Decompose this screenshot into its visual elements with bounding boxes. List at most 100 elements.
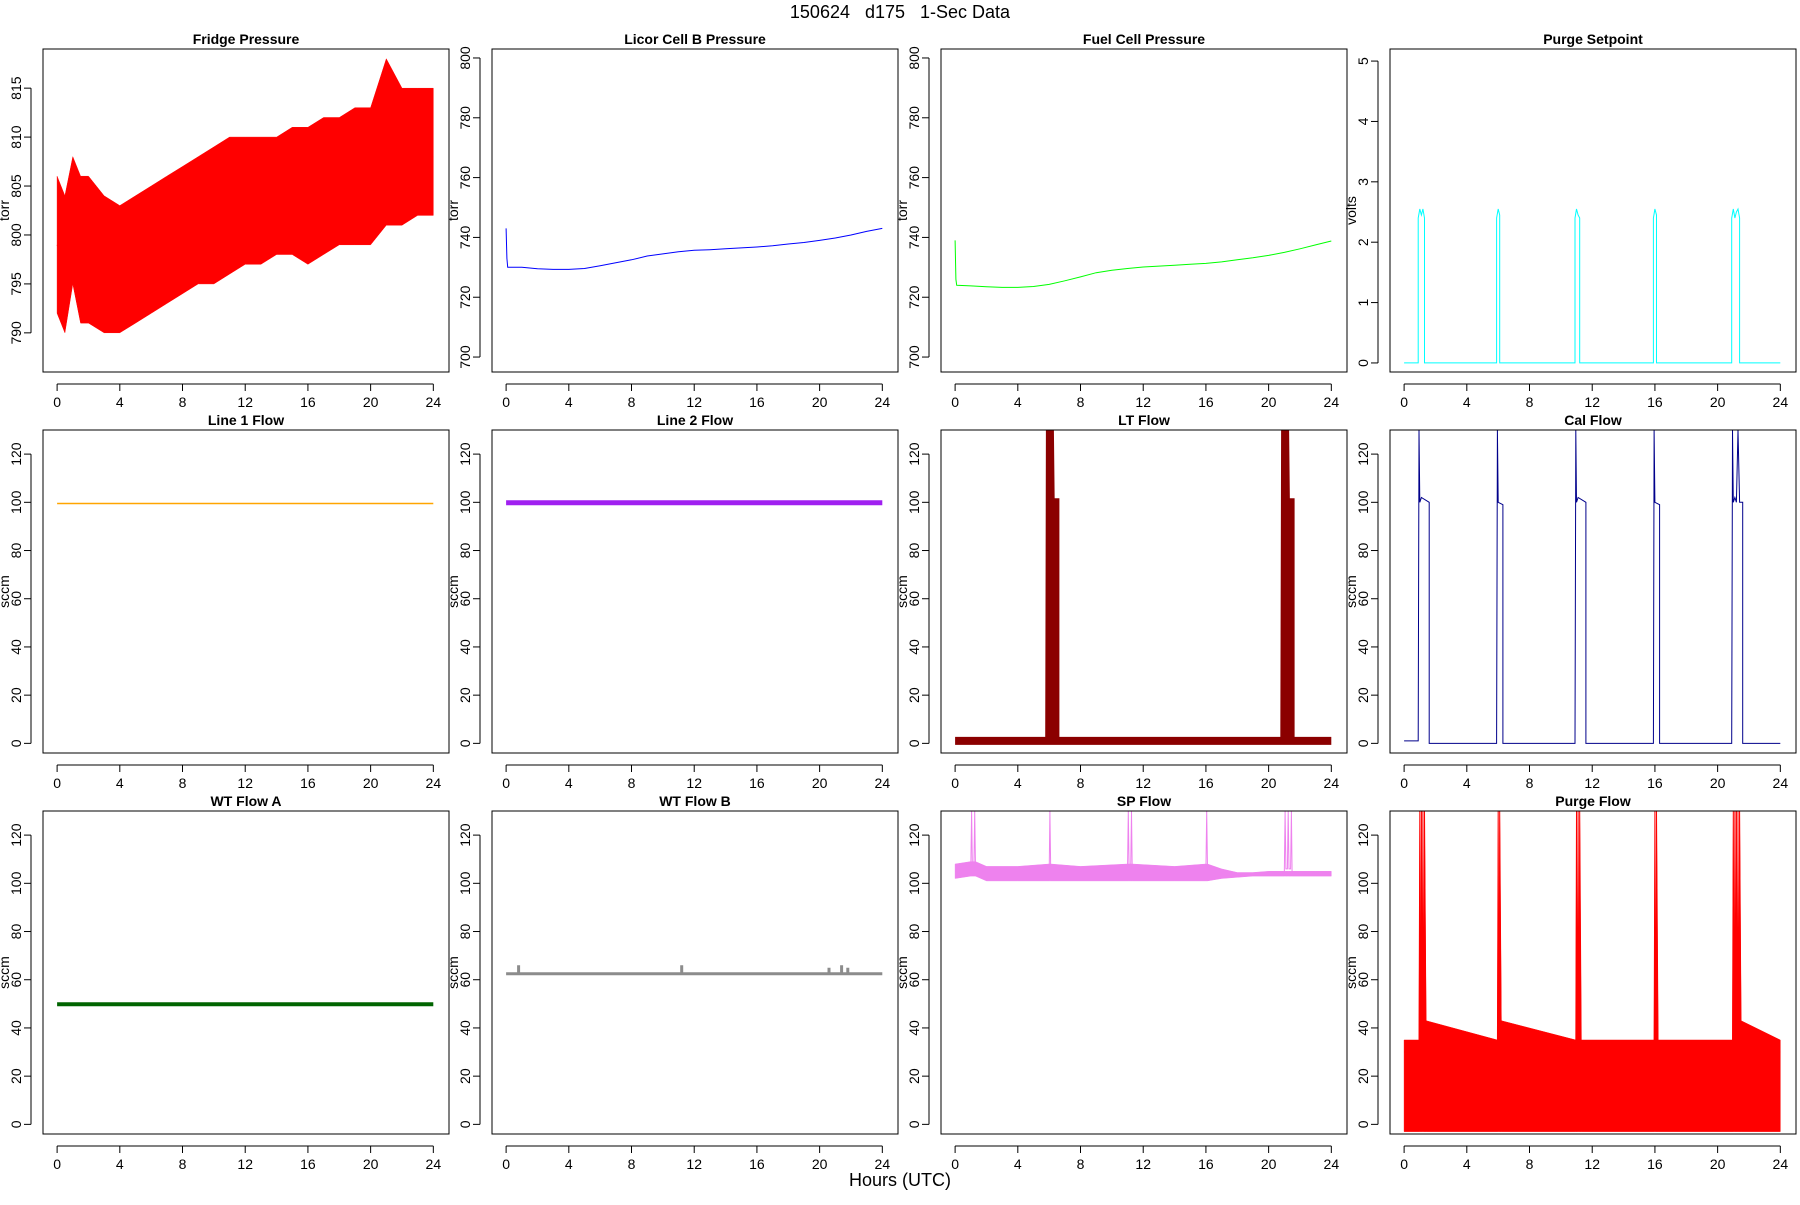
x-tick-label: 4 (1463, 1156, 1471, 1172)
y-tick-label: 60 (457, 972, 473, 988)
x-tick-label: 20 (1710, 394, 1726, 410)
plot-frame (940, 810, 1348, 1135)
y-tick-label: 1 (1355, 298, 1371, 306)
y-tick-label: 4 (1355, 117, 1371, 125)
x-tick-label: 0 (1400, 1156, 1408, 1172)
y-tick-label: 5 (1355, 57, 1371, 65)
y-tick-label: 40 (1355, 1020, 1371, 1036)
series-line (1404, 811, 1781, 1125)
x-tick-label: 20 (812, 1156, 828, 1172)
panel-title: Purge Flow (1555, 793, 1631, 809)
series-line (506, 965, 883, 976)
y-axis-label: sccm (1343, 956, 1359, 989)
plot-frame (1389, 429, 1797, 754)
series-band (56, 58, 434, 334)
plot-area (505, 227, 883, 270)
x-tick-label: 4 (116, 1156, 124, 1172)
y-tick-label: 790 (8, 321, 24, 345)
y-tick-label: 20 (457, 1068, 473, 1084)
y-tick-label: 3 (1355, 178, 1371, 186)
x-tick-label: 12 (237, 1156, 253, 1172)
x-tick-label: 16 (300, 775, 316, 791)
x-tick-label: 12 (686, 775, 702, 791)
y-tick-label: 0 (1355, 739, 1371, 747)
series-line (955, 811, 1332, 876)
x-tick-label: 20 (363, 1156, 379, 1172)
chart-panel: Fridge Pressure torr 0 4 8 12 16 20 24 790 795 800 8… (0, 31, 450, 410)
x-tick-label: 20 (1261, 775, 1277, 791)
x-tick-label: 8 (628, 775, 636, 791)
figure-title: 150624 d175 1-Sec Data (789, 2, 1011, 22)
y-tick-label: 120 (906, 823, 922, 847)
y-tick-label: 100 (457, 490, 473, 514)
y-axis-label: sccm (0, 575, 12, 608)
x-tick-label: 20 (1710, 1156, 1726, 1172)
y-tick-label: 40 (457, 639, 473, 655)
plot-frame (491, 429, 899, 754)
y-axis-label: sccm (894, 956, 910, 989)
y-tick-label: 20 (457, 687, 473, 703)
series-band (1403, 811, 1781, 1132)
x-tick-label: 8 (179, 394, 187, 410)
y-tick-label: 120 (1355, 823, 1371, 847)
y-tick-label: 20 (8, 1068, 24, 1084)
plot-frame (42, 429, 450, 754)
x-tick-label: 4 (565, 1156, 573, 1172)
y-tick-label: 780 (457, 106, 473, 130)
y-tick-label: 60 (8, 591, 24, 607)
x-tick-label: 12 (686, 394, 702, 410)
x-tick-label: 16 (1647, 394, 1663, 410)
chart-panel: Line 1 Flow sccm 0 4 8 12 16 20 24 0 20 40 60 80 100 12… (0, 412, 450, 791)
y-tick-label: 0 (457, 739, 473, 747)
x-tick-label: 8 (1077, 775, 1085, 791)
y-tick-label: 80 (8, 924, 24, 940)
y-tick-label: 0 (1355, 359, 1371, 367)
x-tick-label: 0 (1400, 775, 1408, 791)
x-tick-label: 16 (1198, 775, 1214, 791)
y-tick-label: 720 (906, 285, 922, 309)
y-tick-label: 60 (8, 972, 24, 988)
y-tick-label: 0 (8, 739, 24, 747)
plot-area (506, 965, 883, 976)
y-axis-label: sccm (894, 575, 910, 608)
x-tick-label: 0 (951, 775, 959, 791)
x-tick-label: 8 (1526, 394, 1534, 410)
panel-title: Line 1 Flow (208, 412, 284, 428)
y-tick-label: 80 (8, 543, 24, 559)
x-tick-label: 12 (1135, 394, 1151, 410)
x-tick-label: 24 (426, 1156, 442, 1172)
y-tick-label: 100 (906, 490, 922, 514)
x-tick-label: 8 (628, 1156, 636, 1172)
x-tick-label: 4 (1463, 394, 1471, 410)
x-tick-label: 24 (875, 775, 891, 791)
y-tick-label: 780 (906, 106, 922, 130)
y-tick-label: 20 (906, 1068, 922, 1084)
plot-area (954, 811, 1332, 882)
y-tick-label: 80 (457, 924, 473, 940)
x-tick-label: 12 (686, 1156, 702, 1172)
series-line (56, 156, 434, 275)
y-tick-label: 0 (1355, 1120, 1371, 1128)
y-tick-label: 100 (1355, 490, 1371, 514)
x-tick-label: 24 (1324, 394, 1340, 410)
y-tick-label: 0 (906, 1120, 922, 1128)
panel-title: Purge Setpoint (1543, 31, 1643, 47)
x-tick-label: 24 (1324, 1156, 1340, 1172)
y-tick-label: 60 (906, 972, 922, 988)
x-tick-label: 8 (179, 775, 187, 791)
x-tick-label: 24 (426, 394, 442, 410)
x-axis-label: Hours (UTC) (849, 1170, 951, 1190)
panel-title: Cal Flow (1564, 412, 1622, 428)
y-tick-label: 700 (457, 345, 473, 369)
plot-frame (1389, 810, 1797, 1135)
chart-panel: Purge Flow sccm 0 4 8 12 16 20 24 0 20 40 60 80 100 120 (1343, 793, 1797, 1172)
x-tick-label: 4 (116, 775, 124, 791)
x-tick-label: 24 (875, 1156, 891, 1172)
x-tick-label: 4 (1014, 1156, 1022, 1172)
x-tick-label: 24 (426, 775, 442, 791)
x-tick-label: 8 (1526, 775, 1534, 791)
y-tick-label: 80 (457, 543, 473, 559)
x-tick-label: 0 (502, 775, 510, 791)
series-line (954, 240, 1332, 288)
